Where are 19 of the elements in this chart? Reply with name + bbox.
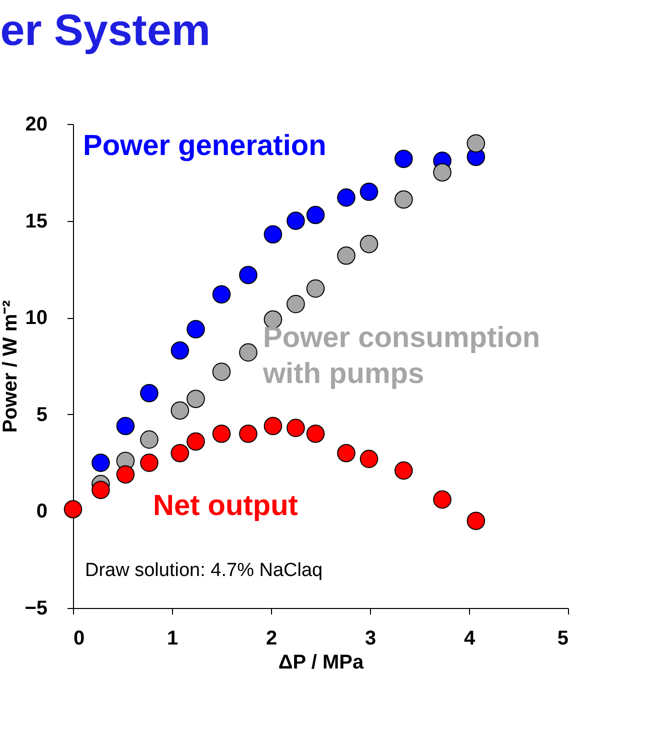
series-label: Power generation <box>83 130 326 162</box>
x-tick-label: 5 <box>557 628 568 650</box>
chart-title: er System <box>0 6 211 55</box>
series-label: Net output <box>153 490 298 522</box>
x-tick-label: 3 <box>364 628 376 650</box>
x-tick-label: 4 <box>464 628 476 650</box>
y-tick-label: 15 <box>25 210 48 232</box>
x-tick-label: 1 <box>166 628 178 650</box>
annotation: Draw solution: 4.7% NaClaq <box>85 560 323 581</box>
y-tick-label: 0 <box>36 500 48 523</box>
x-tick-label: 0 <box>74 628 85 650</box>
series-label: Power consumption with pumps <box>262 322 540 390</box>
y-tick-label: 5 <box>36 404 48 426</box>
y-tick-label: −5 <box>24 598 48 620</box>
x-tick-label: 2 <box>266 628 278 650</box>
x-axis-title: ΔP / MPa <box>278 652 364 674</box>
y-tick-label: 20 <box>25 114 48 136</box>
y-axis-title: Power / W m⁻² <box>0 300 22 433</box>
y-tick-label: 10 <box>25 307 48 330</box>
